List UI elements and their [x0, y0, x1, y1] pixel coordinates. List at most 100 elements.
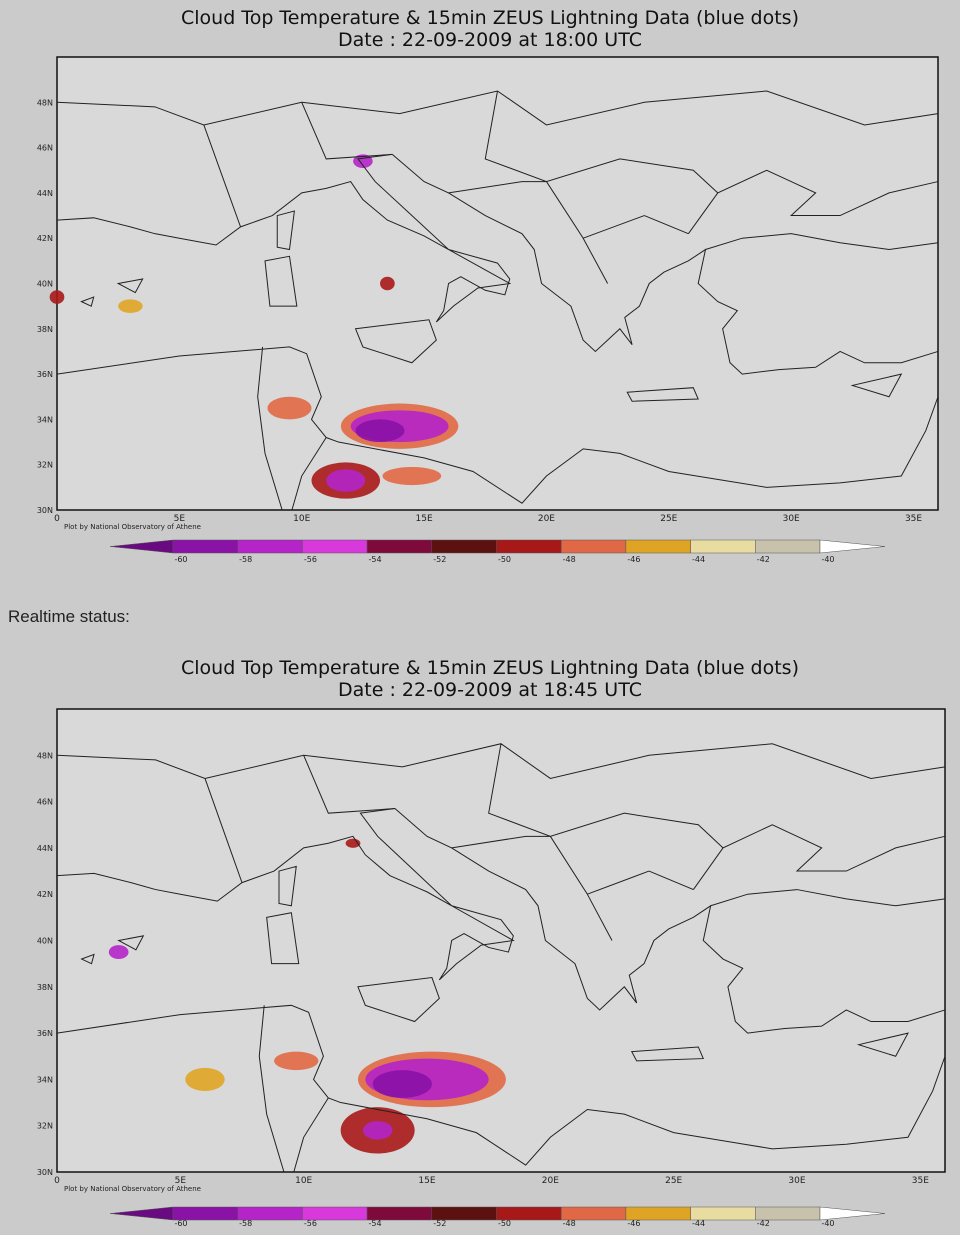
lat-label: 46N: [37, 798, 53, 807]
map-date: Date : 22-09-2009 at 18:00 UTC: [338, 29, 642, 51]
lat-label: 30N: [37, 506, 53, 515]
colorbar-swatch: [109, 539, 174, 554]
colorbar-label: -40: [821, 1219, 834, 1228]
lat-label: 34N: [37, 415, 53, 424]
colorbar-label: -50: [498, 555, 511, 564]
colorbar-label: -56: [304, 555, 317, 564]
colorbar-swatch: [366, 539, 433, 554]
cloud-cell: [345, 838, 361, 848]
colorbar-swatch: [625, 539, 691, 554]
colorbar-label: -50: [498, 1219, 511, 1228]
lat-label: 36N: [37, 370, 53, 379]
colorbar-label: -42: [757, 1219, 770, 1228]
colorbar-swatch: [755, 539, 821, 554]
map-date: Date : 22-09-2009 at 18:45 UTC: [338, 679, 642, 701]
map-title: Cloud Top Temperature & 15min ZEUS Light…: [181, 657, 799, 679]
lon-label: 30E: [788, 1176, 805, 1186]
colorbar-swatch: [172, 539, 238, 554]
lon-label: 20E: [538, 514, 555, 524]
lat-label: 44N: [37, 189, 53, 198]
lon-label: 15E: [416, 514, 433, 524]
colorbar-swatch: [560, 539, 627, 554]
lon-label: 30E: [783, 514, 800, 524]
colorbar-label: -48: [563, 1219, 576, 1228]
colorbar-label: -54: [369, 555, 382, 564]
cloud-cell: [108, 945, 129, 960]
colorbar-label: -54: [369, 1219, 382, 1228]
cloud-cell: [49, 290, 65, 304]
colorbar-label: -60: [174, 555, 187, 564]
cloud-cell: [185, 1067, 225, 1091]
colorbar-swatch: [237, 539, 303, 554]
lat-label: 38N: [37, 325, 53, 334]
lon-label: 10E: [295, 1176, 312, 1186]
cloud-cell: [118, 299, 143, 313]
colorbar-label: -42: [757, 555, 770, 564]
lon-label: 20E: [542, 1176, 559, 1186]
colorbar-label: -58: [239, 1219, 252, 1228]
colorbar-swatch: [819, 1206, 886, 1221]
lon-label: 5E: [174, 514, 186, 524]
lat-label: 32N: [37, 461, 53, 470]
lon-label: 35E: [905, 514, 922, 524]
colorbar-label: -58: [239, 555, 252, 564]
lon-label: 15E: [418, 1176, 435, 1186]
colorbar-swatch: [302, 539, 368, 554]
cloud-cell: [355, 419, 405, 443]
lat-label: 42N: [37, 234, 53, 243]
cloud-cell: [372, 1070, 432, 1098]
lat-label: 34N: [37, 1075, 53, 1084]
map-layer: [49, 89, 940, 512]
lat-label: 40N: [37, 937, 53, 946]
colorbar-label: -48: [563, 555, 576, 564]
cloud-cell: [326, 469, 366, 492]
map-frame: [56, 56, 939, 511]
lat-label: 38N: [37, 983, 53, 992]
colorbar-label: -52: [433, 555, 446, 564]
credit: Plot by National Observatory of Athene: [64, 1185, 201, 1193]
lat-label: 30N: [37, 1168, 53, 1177]
map-title: Cloud Top Temperature & 15min ZEUS Light…: [181, 7, 799, 29]
lat-label: 42N: [37, 890, 53, 899]
colorbar-swatch: [496, 539, 562, 554]
map-frame: [56, 708, 946, 1173]
lat-label: 48N: [37, 751, 53, 760]
colorbar-swatch: [431, 539, 497, 554]
lat-label: 48N: [37, 98, 53, 107]
status-label: Realtime status:: [8, 607, 130, 626]
map-layer: [55, 742, 947, 1174]
colorbar-label: -60: [174, 1219, 187, 1228]
colorbar-swatch: [819, 539, 886, 554]
cloud-cell: [267, 396, 312, 420]
lon-label: 5E: [175, 1176, 187, 1186]
lon-label: 25E: [660, 514, 677, 524]
credit: Plot by National Observatory of Athene: [64, 523, 201, 531]
cloud-cell: [382, 466, 442, 486]
colorbar-swatch: [109, 1206, 174, 1221]
lat-label: 44N: [37, 844, 53, 853]
colorbar-label: -40: [821, 555, 834, 564]
colorbar-label: -56: [304, 1219, 317, 1228]
map-panel: Cloud Top Temperature & 15min ZEUS Light…: [37, 7, 940, 564]
lat-label: 32N: [37, 1122, 53, 1131]
cloud-cell: [362, 1121, 393, 1140]
cloud-cell: [274, 1051, 319, 1071]
lon-label: 25E: [665, 1176, 682, 1186]
colorbar-label: -46: [627, 1219, 640, 1228]
cloud-cell: [380, 276, 395, 291]
lat-label: 46N: [37, 144, 53, 153]
lon-label: 0: [54, 514, 60, 524]
lat-label: 36N: [37, 1029, 53, 1038]
lon-label: 0: [54, 1176, 60, 1186]
lon-label: 35E: [912, 1176, 929, 1186]
colorbar-label: -46: [627, 555, 640, 564]
colorbar-label: -52: [433, 1219, 446, 1228]
colorbar-label: -44: [692, 1219, 705, 1228]
colorbar-label: -44: [692, 555, 705, 564]
lon-label: 10E: [293, 514, 310, 524]
map-panel: Cloud Top Temperature & 15min ZEUS Light…: [37, 657, 947, 1228]
lat-label: 40N: [37, 280, 53, 289]
colorbar-swatch: [690, 539, 756, 554]
